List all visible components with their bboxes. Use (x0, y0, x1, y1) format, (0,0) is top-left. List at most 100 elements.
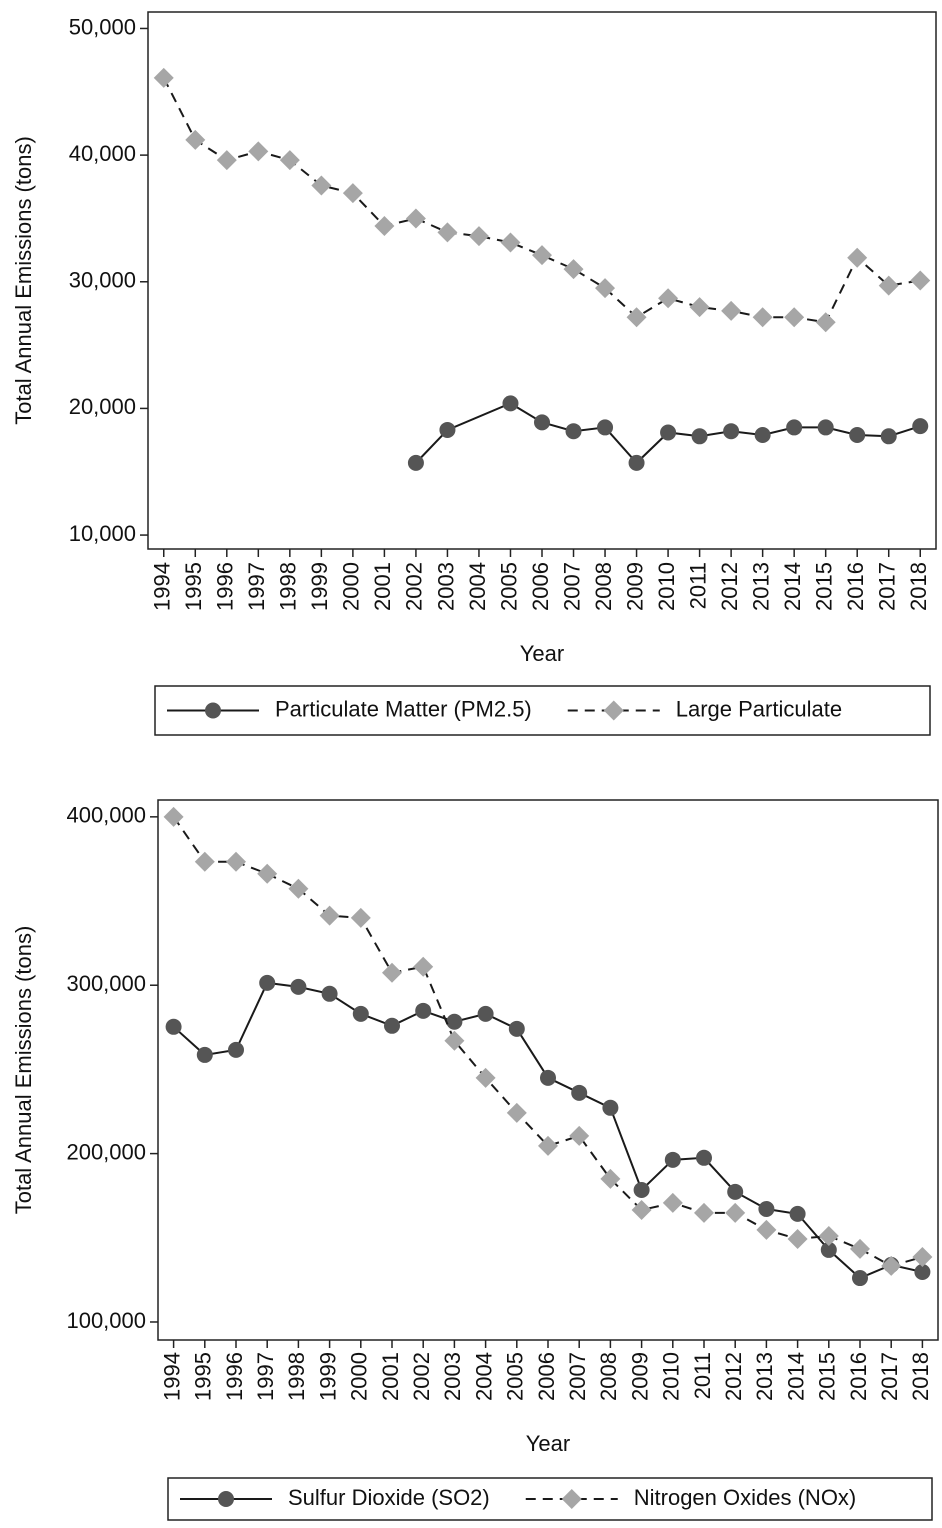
marker (789, 1205, 806, 1222)
x-axis-title: Year (520, 641, 564, 666)
marker (342, 183, 363, 204)
marker (259, 974, 276, 991)
x-tick-label: 1994 (150, 562, 175, 611)
x-tick-label: 2015 (815, 1352, 840, 1401)
series-line (162, 77, 921, 324)
series-line (415, 402, 921, 465)
marker (850, 1238, 870, 1259)
x-tick-label: 2016 (846, 1352, 871, 1401)
x-tick-label: 2005 (503, 1352, 528, 1401)
x-tick-label: 1996 (213, 562, 238, 611)
marker (319, 905, 340, 926)
marker (752, 307, 773, 328)
x-tick-label: 2017 (875, 562, 900, 611)
marker (756, 1219, 777, 1240)
series-line (172, 816, 923, 1267)
marker (248, 141, 269, 162)
y-tick-label: 40,000 (69, 141, 136, 166)
marker (603, 700, 624, 721)
marker (880, 428, 897, 445)
y-tick-label: 50,000 (69, 14, 136, 39)
y-tick-label: 10,000 (69, 521, 136, 546)
x-tick-label: 2004 (465, 562, 490, 611)
marker (194, 851, 215, 872)
marker (662, 1192, 683, 1213)
marker (820, 1241, 837, 1258)
x-tick-label: 2018 (908, 1352, 933, 1401)
legend-label: Sulfur Dioxide (SO2) (288, 1485, 490, 1510)
marker (626, 307, 647, 328)
marker (163, 806, 184, 827)
y-axis-title: Total Annual Emissions (tons) (11, 926, 36, 1215)
legend-label: Nitrogen Oxides (NOx) (634, 1485, 857, 1510)
x-tick-label: 2003 (433, 562, 458, 611)
marker (226, 851, 246, 872)
legend-frame (154, 685, 931, 736)
x-tick-label: 2017 (877, 1352, 902, 1401)
marker (881, 1255, 902, 1276)
marker (754, 427, 771, 444)
x-tick-label: 2006 (528, 562, 553, 611)
marker (468, 226, 489, 247)
marker (205, 702, 221, 719)
marker (847, 247, 868, 268)
x-tick-label: 2013 (748, 562, 773, 611)
x-tick-label: 2001 (378, 1352, 403, 1401)
marker (660, 424, 677, 441)
marker (477, 1005, 494, 1022)
x-tick-label: 2005 (496, 562, 521, 611)
x-tick-label: 1997 (244, 562, 269, 611)
marker (694, 1202, 714, 1223)
x-tick-label: 1996 (222, 1352, 247, 1401)
marker (787, 1228, 808, 1249)
marker (321, 985, 338, 1002)
x-tick-label: 2001 (370, 562, 395, 611)
y-tick-label: 20,000 (69, 394, 136, 419)
marker (689, 297, 710, 318)
marker (374, 216, 395, 237)
marker (405, 208, 426, 229)
marker (723, 423, 740, 440)
marker (818, 1225, 839, 1246)
marker (153, 67, 174, 88)
marker (602, 1099, 619, 1116)
marker (912, 1246, 933, 1267)
x-tick-label: 2000 (339, 562, 364, 611)
marker (444, 1030, 465, 1051)
marker (407, 454, 424, 471)
marker (311, 175, 332, 196)
marker (569, 1125, 590, 1146)
marker (534, 414, 550, 431)
marker (595, 278, 616, 299)
marker (852, 1270, 868, 1287)
marker (228, 1041, 244, 1058)
marker (571, 1084, 588, 1101)
x-tick-label: 2014 (780, 562, 805, 611)
marker (725, 1202, 746, 1223)
marker (696, 1149, 712, 1166)
marker (849, 427, 866, 444)
x-tick-label: 2010 (654, 562, 679, 611)
marker (288, 878, 309, 899)
marker (817, 419, 834, 436)
x-tick-label: 2007 (565, 1352, 590, 1401)
x-tick-label: 2008 (591, 562, 616, 611)
x-tick-label: 2012 (717, 562, 742, 611)
marker (475, 1067, 496, 1088)
x-tick-label: 1999 (315, 1352, 340, 1401)
x-tick-label: 2000 (347, 1352, 372, 1401)
marker (196, 1046, 213, 1063)
marker (658, 288, 679, 309)
x-tick-label: 2014 (783, 1352, 808, 1401)
x-tick-label: 1998 (284, 1352, 309, 1401)
marker (413, 956, 434, 977)
marker (631, 1200, 652, 1221)
x-tick-label: 2012 (721, 1352, 746, 1401)
marker (437, 222, 458, 243)
x-tick-label: 2018 (906, 562, 931, 611)
y-tick-label: 300,000 (66, 971, 146, 996)
marker (502, 395, 519, 412)
x-tick-label: 1998 (276, 562, 301, 611)
marker (185, 129, 206, 150)
x-tick-label: 1995 (181, 562, 206, 611)
